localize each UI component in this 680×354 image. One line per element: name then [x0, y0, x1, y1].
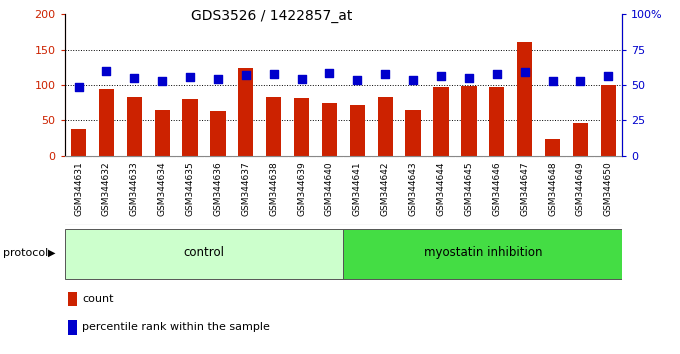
Point [408, 77, 419, 83]
Point [491, 72, 502, 77]
Bar [210, 111, 226, 156]
Bar [517, 42, 532, 156]
Text: GSM344644: GSM344644 [437, 161, 445, 216]
Text: myostatin inhibition: myostatin inhibition [424, 246, 542, 259]
Text: GSM344645: GSM344645 [464, 161, 473, 216]
Text: GSM344641: GSM344641 [353, 161, 362, 216]
Bar [126, 97, 142, 156]
Bar [350, 105, 365, 156]
Point [269, 72, 279, 77]
Point [296, 76, 307, 81]
Text: GSM344639: GSM344639 [297, 161, 306, 216]
Bar [266, 97, 282, 156]
Point [575, 79, 586, 84]
Text: GSM344642: GSM344642 [381, 161, 390, 216]
Bar [433, 87, 449, 156]
Text: GSM344637: GSM344637 [241, 161, 250, 216]
Bar [99, 88, 114, 156]
Bar [65, 229, 343, 279]
Bar [154, 110, 170, 156]
Bar [489, 87, 505, 156]
Point [101, 68, 112, 74]
Point [73, 84, 84, 90]
Point [602, 73, 613, 79]
Text: GSM344635: GSM344635 [186, 161, 194, 216]
Text: GSM344648: GSM344648 [548, 161, 557, 216]
Point [435, 74, 446, 79]
Text: count: count [82, 294, 114, 304]
Point [352, 77, 363, 83]
Bar [545, 139, 560, 156]
Text: GSM344638: GSM344638 [269, 161, 278, 216]
Text: control: control [184, 246, 224, 259]
Bar [461, 86, 477, 156]
Bar [377, 97, 393, 156]
Bar [71, 129, 86, 156]
Point [324, 70, 335, 76]
Text: protocol: protocol [3, 248, 49, 258]
Text: GSM344647: GSM344647 [520, 161, 529, 216]
Bar [294, 98, 309, 156]
Point [379, 72, 390, 77]
Bar [405, 110, 421, 156]
Point [129, 75, 140, 81]
Bar [238, 68, 254, 156]
Text: GDS3526 / 1422857_at: GDS3526 / 1422857_at [191, 9, 353, 23]
Text: ▶: ▶ [48, 248, 56, 258]
Bar [573, 123, 588, 156]
Text: GSM344632: GSM344632 [102, 161, 111, 216]
Point [520, 69, 530, 74]
Text: GSM344634: GSM344634 [158, 161, 167, 216]
Text: GSM344636: GSM344636 [214, 161, 222, 216]
Text: percentile rank within the sample: percentile rank within the sample [82, 322, 270, 332]
Bar [343, 229, 622, 279]
Point [185, 74, 196, 80]
Text: GSM344643: GSM344643 [409, 161, 418, 216]
Bar [322, 103, 337, 156]
Point [547, 79, 558, 84]
Bar [182, 99, 198, 156]
Text: GSM344650: GSM344650 [604, 161, 613, 216]
Text: GSM344633: GSM344633 [130, 161, 139, 216]
Text: GSM344640: GSM344640 [325, 161, 334, 216]
Text: GSM344631: GSM344631 [74, 161, 83, 216]
Point [241, 72, 252, 78]
Point [464, 75, 475, 81]
Point [212, 76, 223, 81]
Bar [600, 85, 616, 156]
Text: GSM344646: GSM344646 [492, 161, 501, 216]
Text: GSM344649: GSM344649 [576, 161, 585, 216]
Point [156, 79, 168, 84]
